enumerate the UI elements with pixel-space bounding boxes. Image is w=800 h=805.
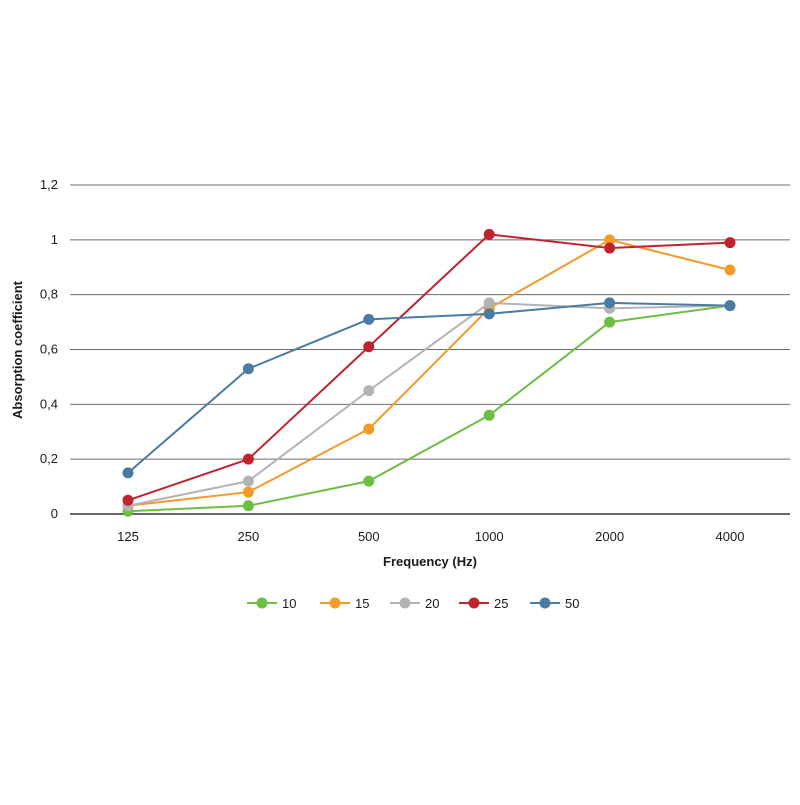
x-tick-label: 4000 bbox=[716, 529, 745, 544]
data-point bbox=[604, 234, 616, 246]
data-point bbox=[242, 453, 254, 465]
data-point bbox=[483, 228, 495, 240]
data-point bbox=[242, 486, 254, 498]
data-point bbox=[724, 264, 736, 276]
data-point bbox=[363, 385, 375, 397]
x-axis-ticks: 125 250 500 1000 2000 4000 bbox=[117, 529, 744, 544]
data-point bbox=[483, 308, 495, 320]
data-point bbox=[242, 500, 254, 512]
data-point bbox=[122, 467, 134, 479]
x-tick-label: 1000 bbox=[475, 529, 504, 544]
series-10 bbox=[122, 300, 736, 517]
legend-item: 15 bbox=[320, 596, 369, 611]
legend-item: 20 bbox=[390, 596, 439, 611]
series-lines bbox=[122, 228, 736, 517]
y-tick-label: 0,6 bbox=[40, 342, 58, 357]
legend-label: 15 bbox=[355, 596, 369, 611]
series-50 bbox=[122, 297, 736, 479]
y-tick-label: 0,4 bbox=[40, 396, 58, 411]
legend-swatch-marker bbox=[329, 597, 341, 609]
gridlines bbox=[70, 184, 790, 515]
legend-label: 50 bbox=[565, 596, 579, 611]
legend-label: 25 bbox=[494, 596, 508, 611]
x-tick-label: 125 bbox=[117, 529, 139, 544]
data-point bbox=[363, 475, 375, 487]
legend-label: 10 bbox=[282, 596, 296, 611]
y-axis-title: Absorption coefficient bbox=[10, 280, 25, 419]
series-line bbox=[127, 233, 731, 502]
y-tick-label: 0 bbox=[51, 506, 58, 521]
x-tick-label: 500 bbox=[358, 529, 380, 544]
series-line bbox=[127, 301, 731, 474]
x-tick-label: 2000 bbox=[595, 529, 624, 544]
data-point bbox=[363, 341, 375, 353]
data-point bbox=[242, 475, 254, 487]
y-tick-label: 1,2 bbox=[40, 177, 58, 192]
legend-swatch-marker bbox=[539, 597, 551, 609]
data-point bbox=[483, 297, 495, 309]
data-point bbox=[604, 297, 616, 309]
data-point bbox=[242, 363, 254, 375]
legend-swatch-marker bbox=[468, 597, 480, 609]
legend-swatch-marker bbox=[399, 597, 411, 609]
data-point bbox=[724, 237, 736, 249]
series-line bbox=[127, 238, 731, 507]
series-line bbox=[127, 304, 731, 513]
data-point bbox=[724, 300, 736, 312]
legend-item: 25 bbox=[459, 596, 508, 611]
legend-label: 20 bbox=[425, 596, 439, 611]
legend-item: 50 bbox=[530, 596, 579, 611]
y-tick-label: 0,2 bbox=[40, 451, 58, 466]
data-point bbox=[363, 313, 375, 325]
data-point bbox=[604, 242, 616, 254]
data-point bbox=[483, 409, 495, 421]
legend-item: 10 bbox=[247, 596, 296, 611]
y-axis-ticks: 0 0,2 0,4 0,6 0,8 1 1,2 bbox=[40, 177, 58, 521]
legend: 10 15 20 25 50 bbox=[247, 596, 579, 611]
y-tick-label: 1 bbox=[51, 232, 58, 247]
data-point bbox=[122, 494, 134, 506]
series-25 bbox=[122, 228, 736, 506]
data-point bbox=[604, 316, 616, 328]
x-axis-title: Frequency (Hz) bbox=[383, 554, 477, 569]
legend-swatch-marker bbox=[256, 597, 268, 609]
y-tick-label: 0,8 bbox=[40, 287, 58, 302]
data-point bbox=[363, 423, 375, 435]
series-line bbox=[127, 301, 731, 507]
x-tick-label: 250 bbox=[238, 529, 260, 544]
